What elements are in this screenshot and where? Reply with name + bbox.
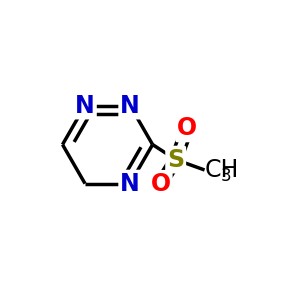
Text: O: O <box>151 172 171 196</box>
Text: CH: CH <box>205 158 239 182</box>
Text: N: N <box>120 172 140 196</box>
Text: N: N <box>120 94 140 118</box>
Text: O: O <box>177 116 197 140</box>
Text: N: N <box>75 94 95 118</box>
Text: S: S <box>167 148 184 172</box>
Text: 3: 3 <box>220 167 231 185</box>
